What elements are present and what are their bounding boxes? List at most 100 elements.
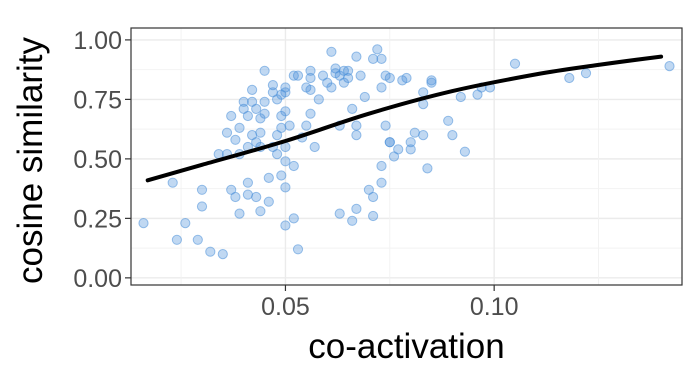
scatter-point — [242, 177, 253, 188]
scatter-point — [263, 196, 274, 207]
scatter-point — [280, 106, 291, 117]
scatter-point — [272, 149, 283, 160]
scatter-point — [305, 84, 316, 96]
axis-ticks: 0.00 0.25 0.50 0.75 1.00 0.05 0.10 — [73, 27, 518, 321]
scatter-point — [351, 120, 362, 131]
scatter-point — [305, 108, 316, 119]
scatter-point — [180, 218, 191, 229]
scatter-point — [355, 70, 366, 81]
y-tick-label: 0.25 — [73, 205, 122, 233]
scatter-point — [351, 51, 362, 62]
scatter-point — [255, 127, 266, 138]
scatter-point — [280, 220, 291, 231]
scatter-point — [384, 137, 395, 148]
scatter-point — [196, 184, 208, 195]
scatter-point — [171, 234, 182, 245]
scatter-point — [251, 191, 262, 203]
scatter-point — [292, 244, 304, 255]
scatter-point — [276, 170, 287, 181]
scatter-point — [368, 53, 379, 65]
scatter-point — [205, 246, 216, 257]
scatter-point — [426, 77, 437, 88]
scatter-point — [409, 127, 420, 138]
scatter-point — [309, 141, 320, 153]
scatter-point — [284, 120, 295, 131]
trend-line — [145, 54, 664, 183]
scatter-point — [196, 201, 208, 212]
scatter-point — [313, 94, 324, 105]
scatter-point — [426, 75, 437, 86]
scatter-point — [221, 127, 233, 138]
scatter-point — [259, 96, 270, 107]
scatter-point — [259, 108, 270, 119]
trend-line-layer — [145, 54, 664, 183]
plot-panel-border — [130, 27, 683, 286]
scatter-point — [326, 82, 337, 93]
scatter-point — [230, 134, 241, 145]
scatter-point — [292, 70, 304, 81]
scatter-point — [192, 234, 203, 245]
scatter-point — [267, 80, 278, 91]
scatter-point — [376, 160, 387, 172]
scatter-point — [405, 137, 416, 148]
scatter-points — [138, 44, 675, 260]
scatter-point — [326, 46, 337, 57]
scatter-point — [376, 53, 387, 65]
scatter-point — [230, 191, 241, 203]
scatter-point — [234, 122, 245, 134]
scatter-point — [368, 191, 379, 203]
scatter-point — [347, 103, 358, 115]
scatter-point — [376, 177, 387, 188]
scatter-point — [255, 206, 266, 217]
scatter-point — [384, 72, 395, 84]
scatter-point — [380, 120, 391, 131]
scatter-point — [217, 249, 228, 260]
scatter-point — [376, 82, 387, 93]
scatter-point — [405, 144, 416, 155]
scatter-point — [664, 61, 675, 72]
scatter-point — [138, 218, 149, 229]
scatter-point — [276, 122, 287, 134]
scatter-point — [280, 156, 291, 167]
y-tick-label: 0.75 — [73, 86, 122, 114]
scatter-point — [443, 115, 454, 126]
scatter-point — [455, 91, 466, 103]
scatter-point — [247, 84, 258, 96]
scatter-point — [418, 130, 429, 141]
scatter-point — [372, 44, 383, 55]
scatter-point — [251, 103, 262, 115]
scatter-point — [288, 160, 299, 172]
x-tick-label: 0.10 — [470, 293, 519, 321]
scatter-point — [351, 203, 362, 214]
scatter-point — [447, 130, 458, 141]
y-tick-label: 0.50 — [73, 146, 122, 174]
scatter-point — [422, 163, 433, 174]
scatter-point — [351, 130, 362, 141]
scatter-point — [301, 120, 312, 131]
scatter-point — [238, 96, 249, 107]
scatter-point — [234, 208, 245, 219]
scatter-point — [459, 146, 470, 157]
scatter-point — [359, 91, 370, 103]
scatter-point — [242, 189, 253, 200]
scatter-point — [401, 72, 412, 84]
scatter-point — [334, 208, 345, 219]
scatter-point — [347, 215, 358, 226]
scatter-point — [280, 87, 291, 98]
scatter-point — [509, 58, 521, 69]
scatter-point — [343, 72, 354, 84]
y-axis-title: cosine similarity — [11, 37, 50, 284]
scatter-point — [305, 72, 316, 84]
scatter-point — [343, 65, 354, 76]
scatter-point — [305, 65, 316, 76]
scatter-point — [263, 172, 274, 183]
scatter-point — [564, 72, 575, 84]
scatter-point — [280, 182, 291, 193]
x-tick-label: 0.05 — [261, 293, 310, 321]
scatter-point — [368, 210, 379, 222]
scatter-point — [226, 110, 237, 122]
y-tick-label: 1.00 — [73, 27, 122, 55]
scatter-point — [393, 144, 404, 155]
scatter-point — [580, 68, 592, 79]
